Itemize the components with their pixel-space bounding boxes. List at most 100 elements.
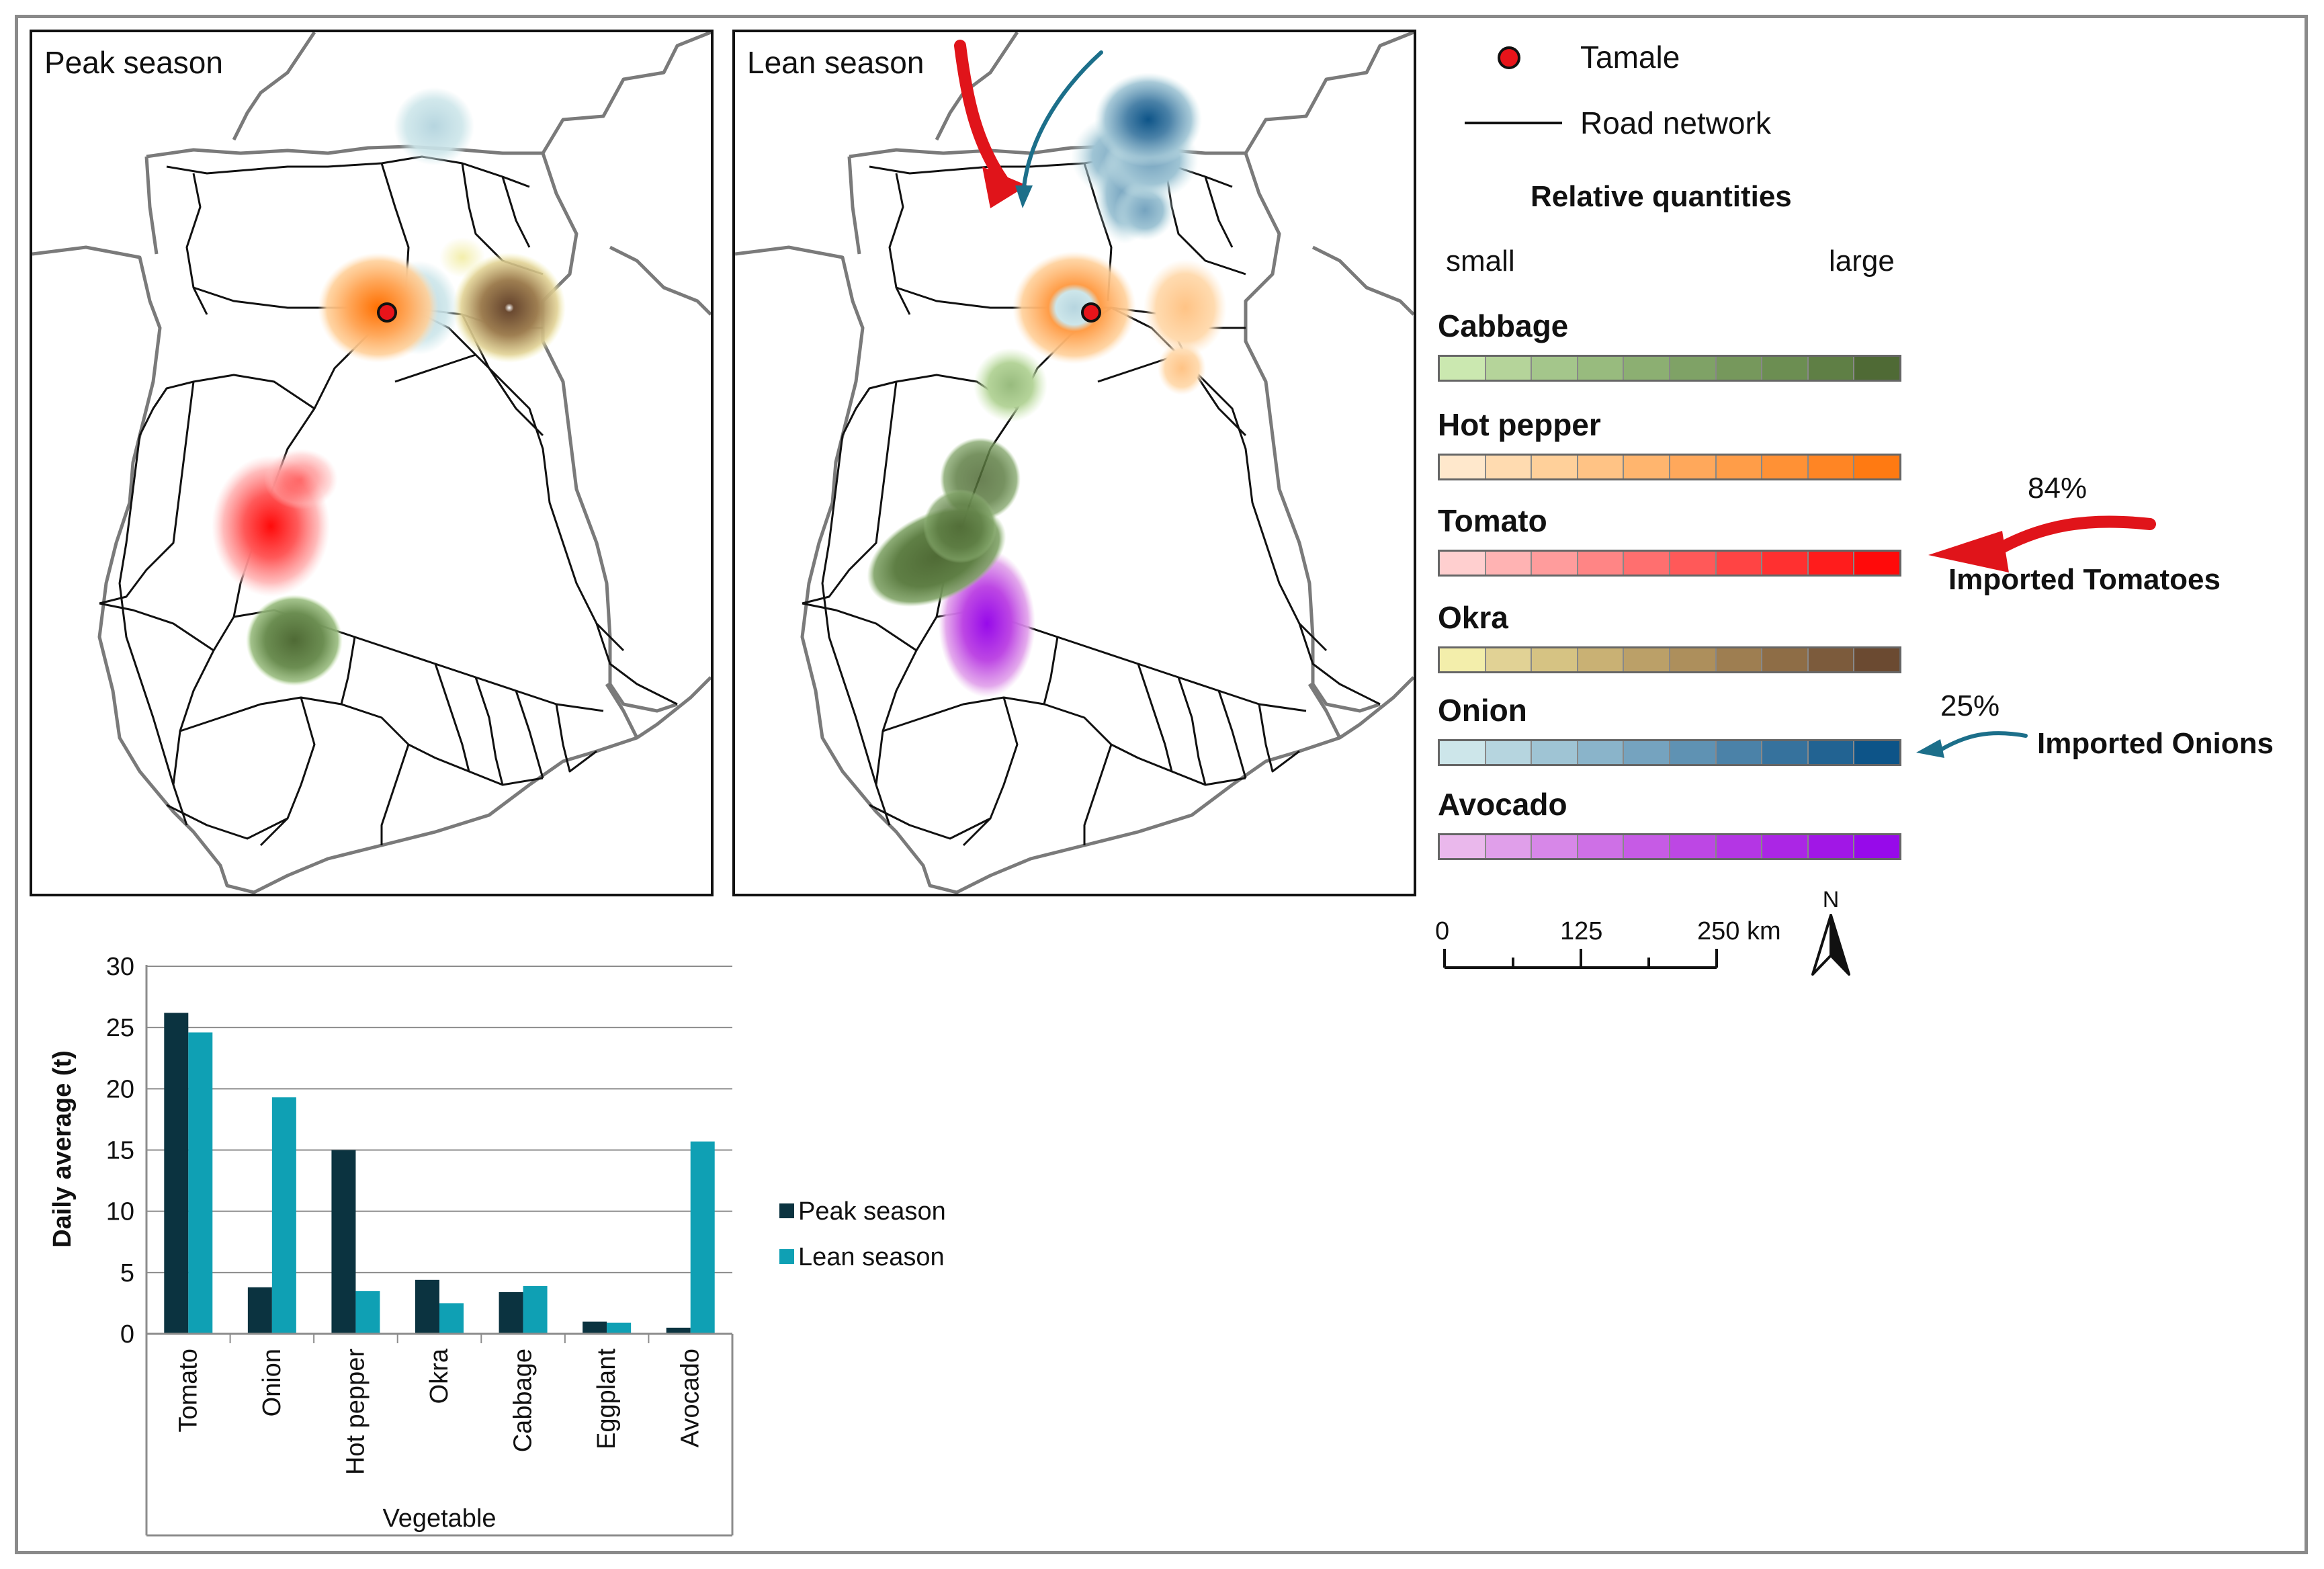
ramp-swatch-4 [1624,456,1670,478]
y-tick-label-15: 15 [106,1137,134,1165]
ramp-swatch-6 [1716,456,1763,478]
north-arrow-icon: N [1811,887,1850,976]
bar-onion-lean-season [271,1097,296,1334]
import-arrows-legend [1916,515,2156,758]
legend-swatch-peak-season [779,1203,794,1218]
ramp-swatch-9 [1854,552,1899,575]
ramp-swatch-3 [1578,648,1625,671]
y-tick-label-20: 20 [106,1075,134,1103]
scale-bar: 0 125 250 km [1435,917,1781,969]
tamale-legend-label: Tamale [1580,40,1680,75]
legend-swatch-lean-season [779,1249,794,1264]
y-tick-label-5: 5 [120,1259,134,1287]
ramp-swatch-5 [1670,648,1717,671]
ramp-swatch-8 [1808,835,1855,858]
bar-avocado-peak-season [666,1327,691,1334]
bar-okra-peak-season [415,1279,439,1334]
legend-item-label-onion: Onion [1438,693,1527,728]
x-tick-label-onion: Onion [258,1349,286,1416]
ramp-swatch-7 [1762,648,1809,671]
chart-axes [145,965,734,1537]
country-borders [32,32,711,894]
legend-large-label: large [1829,245,1895,278]
scale-tick-125: 125 [1560,917,1602,945]
legend-item-label-cabbage: Cabbage [1438,308,1569,343]
ramp-swatch-9 [1854,741,1899,764]
x-tick-label-cabbage: Cabbage [509,1349,537,1452]
y-axis-label: Daily average (t) [48,1050,77,1248]
ramp-swatch-3 [1578,552,1625,575]
bar-avocado-lean-season [690,1141,715,1334]
legend-ramp-okra [1438,646,1901,673]
ramp-swatch-6 [1716,552,1763,575]
ramp-swatch-0 [1440,357,1486,380]
ramp-swatch-8 [1808,456,1855,478]
ramp-swatch-2 [1532,357,1578,380]
peak-season-title: Peak season [44,45,223,80]
ramp-swatch-6 [1716,835,1763,858]
ramp-swatch-8 [1808,357,1855,380]
ramp-swatch-9 [1854,835,1899,858]
ramp-swatch-9 [1854,648,1899,671]
ramp-swatch-1 [1486,835,1533,858]
ramp-swatch-8 [1808,552,1855,575]
chart-legend: Peak season Lean season [779,1197,946,1271]
tomato-import-arrow [954,40,1013,193]
scale-tick-250: 250 km [1697,917,1781,945]
cabbage-hotspot [246,595,343,686]
ramp-swatch-4 [1624,357,1670,380]
scale-bar-line [1443,949,1718,969]
ramp-swatch-1 [1486,648,1533,671]
y-tick-label-30: 30 [106,953,134,981]
x-tick-label-avocado: Avocado [677,1349,705,1447]
cabbage-hotspot-bridge [923,489,997,563]
ramp-swatch-5 [1670,456,1717,478]
ramp-swatch-3 [1578,357,1625,380]
ramp-swatch-2 [1532,456,1578,478]
y-tick-label-10: 10 [106,1198,134,1226]
bar-tomato-lean-season [188,1032,213,1334]
north-label: N [1823,887,1840,913]
figure-frame [15,15,2308,1554]
ramp-swatch-4 [1624,835,1670,858]
x-tick-label-eggplant: Eggplant [593,1349,621,1449]
ramp-swatch-3 [1578,835,1625,858]
onion-import-label: Imported Onions [2037,727,2274,760]
tomato-import-arrowhead [982,167,1027,208]
onion-import-arrow [1022,50,1103,189]
ramp-swatch-7 [1762,357,1809,380]
x-tick-label-hot-pepper: Hot pepper [341,1349,370,1475]
tamale-marker [377,302,397,323]
bar-cabbage-lean-season [523,1285,548,1334]
tamale-marker [1081,302,1101,323]
bar-okra-lean-season [439,1303,464,1334]
ramp-swatch-7 [1762,835,1809,858]
bar-hot-pepper-lean-season [355,1291,380,1334]
legend-item-label-okra: Okra [1438,600,1508,635]
legend-ramp-avocado [1438,833,1901,860]
lean-quantity-hotspots [867,73,1227,697]
hot-pepper-hotspot-tamale [1013,251,1136,364]
x-tick-label-okra: Okra [425,1348,454,1404]
ramp-swatch-1 [1486,357,1533,380]
x-tick-label-tomato: Tomato [174,1349,202,1433]
peak-map-svg [32,32,711,894]
onion-legend-arrow [1940,731,2028,751]
ramp-swatch-1 [1486,741,1533,764]
y-tick-label-0: 0 [120,1320,134,1349]
ramp-swatch-1 [1486,456,1533,478]
import-arrows [954,40,1103,208]
chart-labels: 0 5 10 15 20 25 30 Tomato Onion Hot pepper Okra Cab… [48,953,705,1533]
chart-gridlines [146,966,732,1273]
ramp-swatch-6 [1716,741,1763,764]
bar-tomato-peak-season [164,1013,189,1334]
legend-small-label: small [1446,245,1515,278]
peak-season-map: Peak season [30,30,714,896]
legend-ramp-tomato [1438,550,1901,577]
legend-ramp-onion [1438,739,1901,766]
legend-label-lean-season: Lean season [798,1243,945,1271]
okra-hotspot [453,253,566,363]
ramp-swatch-5 [1670,741,1717,764]
bar-eggplant-peak-season [583,1321,607,1334]
cabbage-hotspot-small [974,348,1047,422]
